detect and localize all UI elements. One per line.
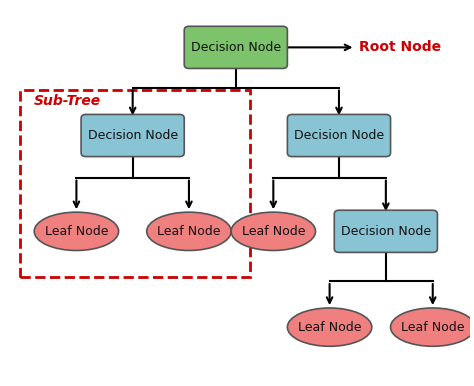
Text: Decision Node: Decision Node	[191, 41, 281, 54]
Text: Sub-Tree: Sub-Tree	[34, 94, 101, 108]
Text: Decision Node: Decision Node	[294, 129, 384, 142]
FancyBboxPatch shape	[334, 210, 438, 252]
Text: Decision Node: Decision Node	[341, 225, 431, 238]
Ellipse shape	[391, 308, 474, 346]
Text: Leaf Node: Leaf Node	[242, 225, 305, 238]
Text: Root Node: Root Node	[359, 41, 441, 54]
Text: Leaf Node: Leaf Node	[298, 321, 361, 334]
Ellipse shape	[34, 212, 118, 251]
Ellipse shape	[147, 212, 231, 251]
Ellipse shape	[287, 308, 372, 346]
FancyBboxPatch shape	[184, 26, 287, 68]
Text: Leaf Node: Leaf Node	[401, 321, 465, 334]
FancyBboxPatch shape	[81, 114, 184, 157]
Text: Leaf Node: Leaf Node	[45, 225, 108, 238]
Text: Decision Node: Decision Node	[88, 129, 178, 142]
FancyBboxPatch shape	[287, 114, 391, 157]
Text: Leaf Node: Leaf Node	[157, 225, 221, 238]
Ellipse shape	[231, 212, 316, 251]
